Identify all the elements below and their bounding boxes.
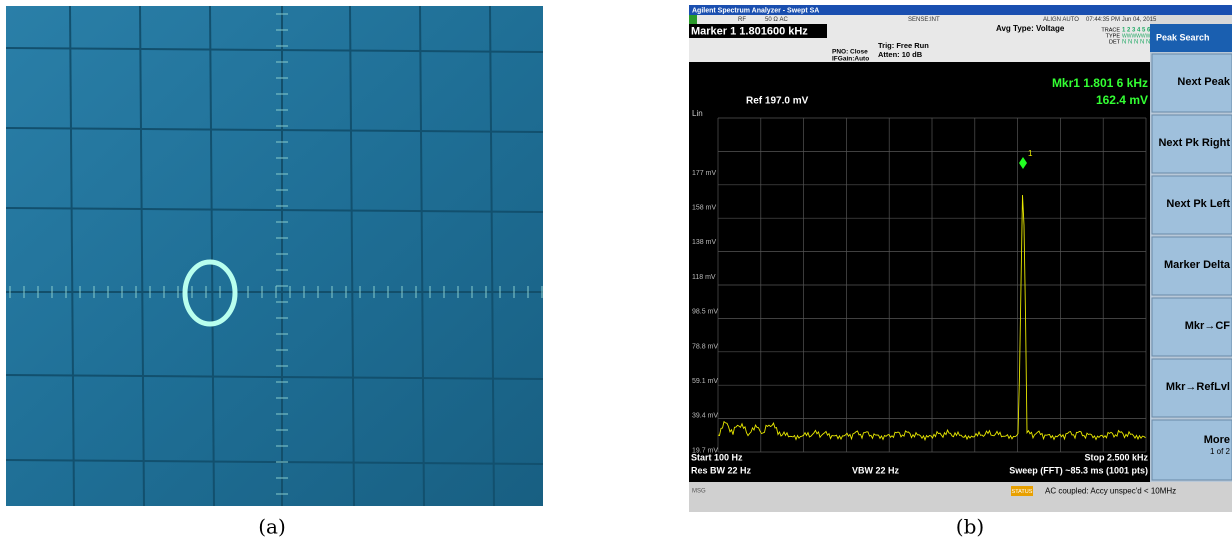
status-item: ALIGN AUTO: [1043, 17, 1079, 23]
setting: Atten: 10 dB: [878, 50, 923, 59]
y-axis-label: 158 mV: [692, 205, 716, 212]
softkey-header: Peak Search: [1156, 32, 1210, 42]
indicator: [689, 15, 697, 24]
display: [689, 62, 1150, 482]
status-item: 50 Ω AC: [765, 17, 788, 23]
start-frequency: Start 100 Hz: [691, 452, 743, 462]
spectrum-analyzer: Agilent Spectrum Analyzer - Swept SA RF …: [689, 5, 1232, 512]
caption: (b): [956, 515, 984, 539]
softkey-label: Next Peak: [1177, 76, 1230, 88]
stop-frequency: Stop 2.500 kHz: [1084, 452, 1148, 462]
setting: Avg Type: Voltage: [996, 24, 1065, 33]
setting: PNO: Close: [832, 49, 868, 56]
softkey-label: Marker Delta: [1164, 259, 1231, 271]
softkey-page: 1 of 2: [1210, 447, 1231, 456]
softkeys: Next Peak Next Pk Right Next Pk Left Marker…: [1152, 54, 1232, 480]
det-label: DET: [1109, 39, 1121, 45]
y-axis-label: 78.8 mV: [692, 343, 718, 350]
y-axis-label: 39.4 mV: [692, 413, 718, 420]
msg-label: MSG: [692, 489, 706, 495]
setting: IFGain:Auto: [832, 56, 869, 63]
screen: [6, 6, 543, 506]
video-bandwidth: VBW 22 Hz: [852, 465, 900, 475]
softkey-label: Mkr→RefLvl: [1166, 381, 1230, 393]
setting: Trig: Free Run: [878, 41, 929, 50]
status-item: 07:44:35 PM Jun 04, 2015: [1086, 17, 1157, 23]
softkey-label: Next Pk Right: [1158, 137, 1230, 149]
marker-number: 1: [1028, 149, 1033, 158]
status-label: STATUS: [1012, 489, 1033, 495]
y-axis-label: 138 mV: [692, 239, 716, 246]
oscilloscope-photo: [6, 6, 543, 506]
resolution-bandwidth: Res BW 22 Hz: [691, 465, 752, 475]
status-item: SENSE:INT: [908, 17, 940, 23]
scale-type: Lin: [692, 109, 703, 118]
reference-level: Ref 197.0 mV: [746, 96, 809, 107]
figure: (a) Agilent Spectrum Analyzer - Swept SA…: [0, 0, 1232, 544]
sweep-time: Sweep (FFT) ~85.3 ms (1001 pts): [1009, 465, 1148, 475]
softkey-label: Mkr→CF: [1185, 320, 1231, 332]
marker-readout-freq: Mkr1 1.801 6 kHz: [1052, 76, 1148, 90]
y-axis-label: 177 mV: [692, 170, 716, 177]
y-axis-label: 118 mV: [692, 274, 716, 281]
y-axis-label: 59.1 mV: [692, 378, 718, 385]
softkey-label: More: [1204, 434, 1230, 446]
status-item: RF: [738, 17, 746, 23]
y-axis-label: 98.5 mV: [692, 309, 718, 316]
marker-readout-amp: 162.4 mV: [1096, 93, 1148, 107]
marker-frequency: Marker 1 1.801600 kHz: [691, 25, 808, 37]
title: Agilent Spectrum Analyzer - Swept SA: [692, 7, 819, 14]
type-value: WWWWWW: [1122, 33, 1151, 39]
status-message: AC coupled: Accy unspec'd < 10MHz: [1045, 487, 1176, 496]
softkey-label: Next Pk Left: [1166, 198, 1230, 210]
caption: (a): [258, 515, 286, 539]
